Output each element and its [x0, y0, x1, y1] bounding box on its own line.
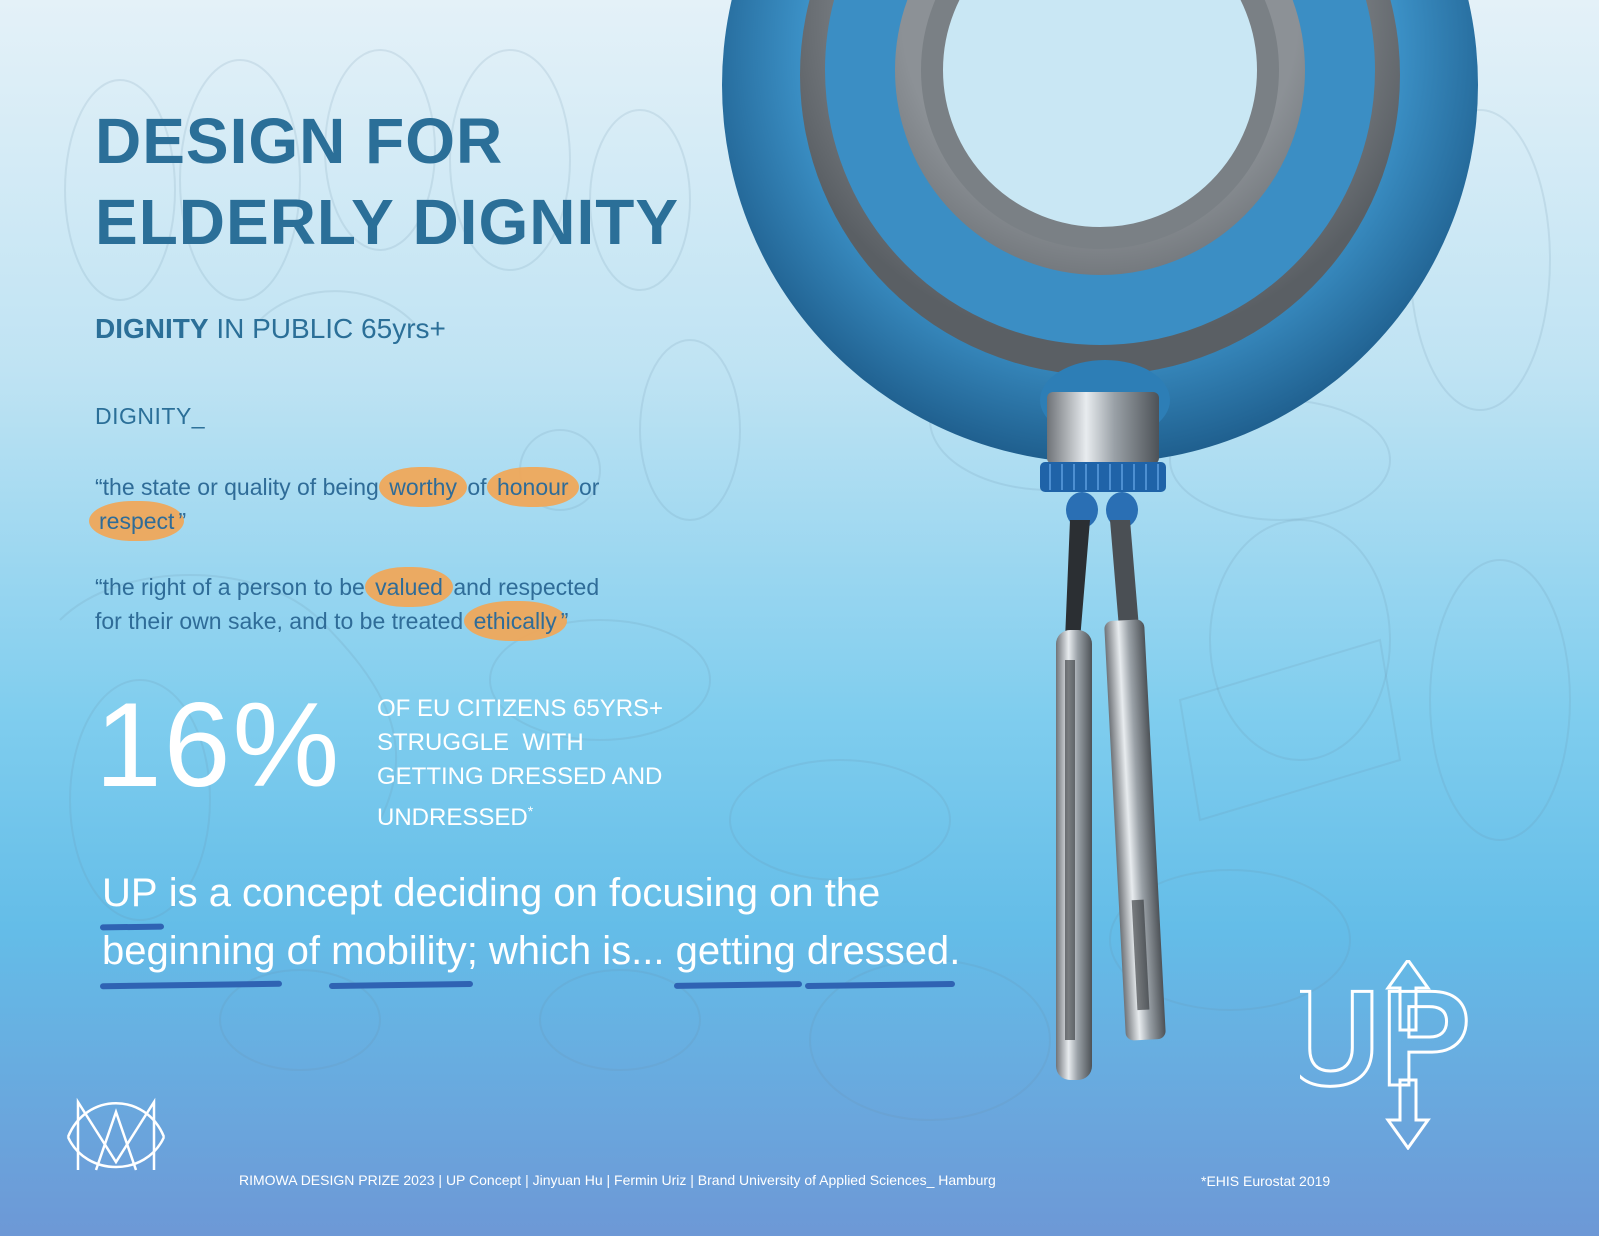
concept-text-1: is a concept deciding on focusing on the	[157, 871, 881, 915]
quote1-text-b: of	[460, 474, 493, 500]
subtitle-rest: IN PUBLIC 65yrs+	[208, 313, 446, 344]
stat-description: OF EU CITIZENS 65YRS+ STRUGGLE WITH GETT…	[377, 692, 707, 835]
stat-footnote-mark: *	[527, 803, 534, 819]
brand-monogram-mark	[66, 1097, 166, 1171]
title-line-2: ELDERLY DIGNITY	[95, 186, 679, 258]
highlight-worthy: worthy	[379, 467, 467, 507]
underlined-getting: getting	[676, 922, 796, 980]
concept-statement: UP is a concept deciding on focusing on …	[102, 864, 962, 980]
definition-label: DIGNITY_	[95, 403, 206, 429]
underlined-dressed: dressed	[807, 922, 949, 980]
highlight-valued: valued	[365, 567, 453, 607]
underlined-up: UP	[102, 864, 158, 922]
highlight-ethically: ethically	[463, 601, 567, 641]
quote1-text-d: ”	[178, 508, 187, 534]
stat-value: 16%	[95, 678, 342, 812]
subtitle-bold: DIGNITY	[95, 313, 209, 344]
stat-line-1: OF EU CITIZENS 65YRS+	[377, 695, 664, 722]
up-logo: UP	[1300, 960, 1472, 1150]
concept-text-2: of	[275, 929, 332, 973]
stat-line-2: STRUGGLE WITH	[377, 729, 584, 756]
stat-line-4: UNDRESSED	[377, 804, 528, 831]
quote2-text-d: ”	[560, 608, 569, 634]
title-line-1: DESIGN FOR	[95, 105, 504, 177]
highlight-honour: honour	[486, 467, 579, 507]
definition-quote-1: “the state or quality of being worthy of…	[88, 467, 600, 541]
quote2-text-a: “the right of a person to be	[95, 574, 372, 600]
footnote-source: *EHIS Eurostat 2019	[1201, 1173, 1331, 1189]
product-render	[722, 0, 1478, 1080]
underlined-beginning: beginning	[102, 922, 276, 980]
quote1-text-c: or	[572, 474, 600, 500]
up-arrow-icon	[1385, 960, 1431, 1032]
concept-text-3: ; which is...	[466, 929, 676, 973]
footer-credits: RIMOWA DESIGN PRIZE 2023 | UP Concept | …	[239, 1172, 996, 1188]
highlight-respect: respect	[88, 501, 185, 541]
subtitle: DIGNITY IN PUBLIC 65yrs+	[95, 313, 446, 345]
underlined-mobility: mobility	[331, 922, 467, 980]
definition-quote-2: “the right of a person to be valued and …	[95, 567, 600, 641]
concept-text-5: .	[949, 929, 961, 973]
up-logo-text: UP	[1300, 962, 1471, 1114]
quote2-text-b: and respected	[446, 574, 600, 600]
quote2-text-c: for their own sake, and to be treated	[95, 608, 470, 634]
stat-line-3: GETTING DRESSED AND	[377, 763, 663, 790]
quote1-text-a: “the state or quality of being	[95, 474, 386, 500]
down-arrow-icon	[1385, 1078, 1431, 1150]
